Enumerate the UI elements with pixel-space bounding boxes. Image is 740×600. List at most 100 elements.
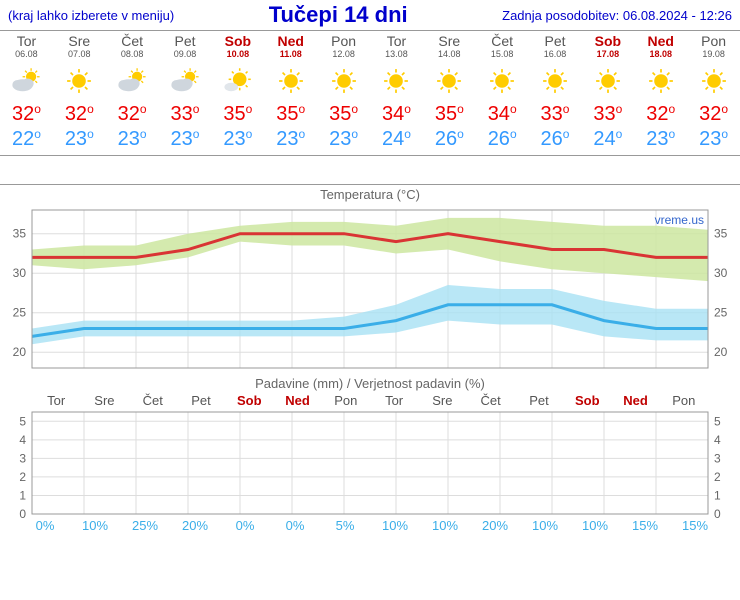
day-name: Sre [423,33,476,49]
precip-percent: 10% [420,518,470,533]
temp-low: 23o [159,128,212,151]
svg-text:25: 25 [714,306,728,320]
day-name: Pet [529,33,582,49]
day-date: 14.08 [423,49,476,59]
temp-high: 33o [159,103,212,126]
precip-day-label: Sob [225,393,273,408]
temp-low: 23o [106,128,159,151]
precip-day-label: Pon [322,393,370,408]
temp-high: 35o [264,103,317,126]
precip-day-label: Sre [418,393,466,408]
svg-text:20: 20 [13,345,27,359]
day-date: 06.08 [0,49,53,59]
weather-icon [0,63,53,99]
svg-text:0: 0 [714,507,721,518]
precip-day-label: Tor [32,393,80,408]
svg-text:5: 5 [19,414,26,428]
weather-icon [687,63,740,99]
svg-text:vreme.us: vreme.us [655,213,704,227]
precip-percent: 20% [470,518,520,533]
temp-high: 32o [687,103,740,126]
day-column: Sob 17.08 33o 24o [581,31,634,155]
svg-text:30: 30 [714,266,728,280]
day-name: Pon [317,33,370,49]
svg-text:1: 1 [19,488,26,502]
day-date: 16.08 [529,49,582,59]
day-date: 12.08 [317,49,370,59]
temp-low: 23o [53,128,106,151]
day-name: Pon [687,33,740,49]
menu-hint[interactable]: (kraj lahko izberete v meniju) [8,8,174,23]
temp-low: 26o [476,128,529,151]
precip-percent: 0% [270,518,320,533]
precip-chart-title: Padavine (mm) / Verjetnost padavin (%) [0,374,740,393]
temp-low: 24o [370,128,423,151]
temp-low: 23o [264,128,317,151]
temp-high: 32o [106,103,159,126]
svg-text:4: 4 [714,433,721,447]
precip-percent: 0% [20,518,70,533]
precip-percent: 20% [170,518,220,533]
day-name: Ned [264,33,317,49]
temp-low: 26o [529,128,582,151]
precip-day-label: Pon [660,393,708,408]
weather-icon [581,63,634,99]
temp-high: 32o [0,103,53,126]
weather-icon [53,63,106,99]
precip-day-label: Pet [515,393,563,408]
day-date: 17.08 [581,49,634,59]
svg-text:35: 35 [13,227,27,241]
temp-chart-title: Temperatura (°C) [0,185,740,204]
precip-percent: 0% [220,518,270,533]
last-updated: Zadnja posodobitev: 06.08.2024 - 12:26 [502,8,732,23]
precip-percent: 10% [370,518,420,533]
svg-text:3: 3 [19,451,26,465]
day-column: Pon 19.08 32o 23o [687,31,740,155]
svg-text:30: 30 [13,266,27,280]
weather-icon [317,63,370,99]
day-column: Tor 06.08 32o 22o [0,31,53,155]
day-name: Sob [581,33,634,49]
svg-text:2: 2 [19,470,26,484]
precip-percent-row: 0%10%25%20%0%0%5%10%10%20%10%10%15%15% [0,518,740,533]
weather-icon [423,63,476,99]
precip-day-label: Čet [467,393,515,408]
day-name: Čet [106,33,159,49]
precip-day-label: Ned [611,393,659,408]
precip-percent: 15% [670,518,720,533]
day-column: Ned 11.08 35o 23o [264,31,317,155]
day-date: 09.08 [159,49,212,59]
day-column: Ned 18.08 32o 23o [634,31,687,155]
svg-text:2: 2 [714,470,721,484]
svg-text:20: 20 [714,345,728,359]
precip-percent: 10% [70,518,120,533]
weather-icon [476,63,529,99]
day-date: 15.08 [476,49,529,59]
temp-high: 35o [317,103,370,126]
svg-text:35: 35 [714,227,728,241]
precip-day-label: Sob [563,393,611,408]
separator [0,155,740,185]
day-name: Sre [53,33,106,49]
day-date: 18.08 [634,49,687,59]
temp-low: 23o [634,128,687,151]
forecast-grid: Tor 06.08 32o 22o Sre 07.08 32o 23o Čet … [0,30,740,155]
day-date: 07.08 [53,49,106,59]
temp-high: 35o [211,103,264,126]
precip-day-labels: TorSreČetPetSobNedPonTorSreČetPetSobNedP… [0,393,740,408]
precip-day-label: Pet [177,393,225,408]
precip-day-label: Čet [129,393,177,408]
svg-text:1: 1 [714,488,721,502]
temp-low: 23o [317,128,370,151]
day-date: 10.08 [211,49,264,59]
header: (kraj lahko izberete v meniju) Tučepi 14… [0,0,740,30]
day-column: Tor 13.08 34o 24o [370,31,423,155]
day-column: Sob 10.08 35o 23o [211,31,264,155]
day-name: Pet [159,33,212,49]
day-column: Pet 16.08 33o 26o [529,31,582,155]
svg-text:25: 25 [13,306,27,320]
temp-low: 22o [0,128,53,151]
day-name: Sob [211,33,264,49]
weather-icon [159,63,212,99]
weather-icon [211,63,264,99]
